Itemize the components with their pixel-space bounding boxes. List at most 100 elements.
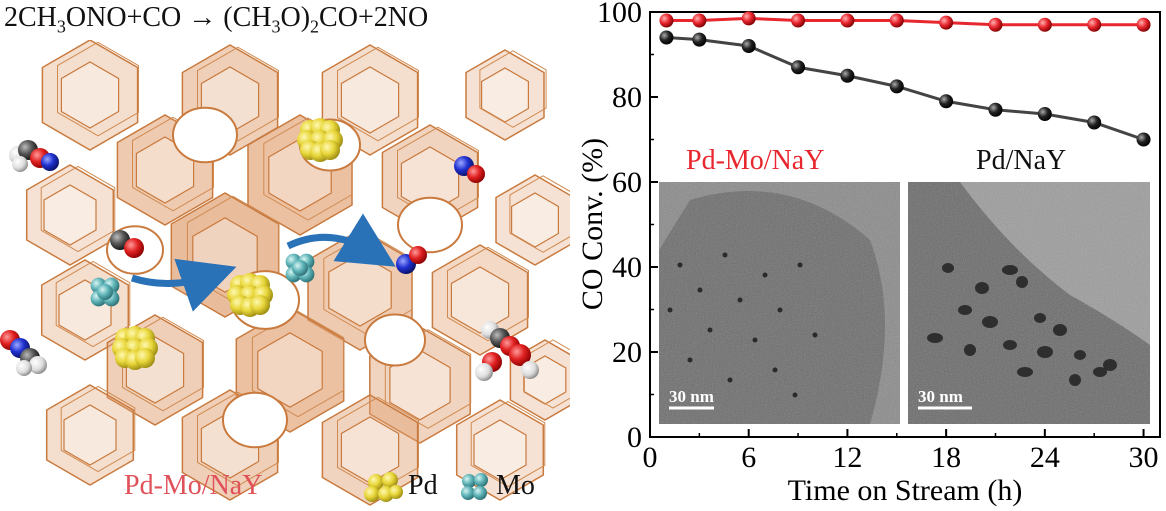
tem-particle	[1103, 359, 1117, 371]
pore	[364, 313, 426, 367]
pd-cluster	[112, 326, 158, 370]
pd-cluster-icon	[364, 472, 403, 502]
series-pd-mo-nay	[659, 11, 1151, 32]
methyl-nitrite-molecule	[0, 330, 47, 376]
diffusion-arrow-left	[130, 258, 237, 312]
reaction-text: ONO+CO	[65, 2, 182, 33]
pd-cluster	[227, 273, 273, 317]
data-point	[889, 13, 904, 28]
co-molecule	[110, 230, 144, 258]
tem-particle	[1053, 324, 1067, 336]
data-series	[659, 11, 1151, 147]
mo-cluster-icon	[461, 473, 488, 500]
reaction-equation: 2CH3ONO+CO → (CH3O)2CO+2NO	[4, 2, 428, 38]
tem-particle	[677, 262, 683, 268]
reaction-subscript: 3	[56, 16, 66, 37]
tem-particle	[687, 357, 693, 363]
tem-particle	[697, 287, 703, 293]
data-point	[988, 17, 1003, 32]
scale-bar-label: 30 nm	[918, 387, 963, 406]
schematic-panel: 2CH3ONO+CO → (CH3O)2CO+2NO	[0, 0, 570, 511]
data-point	[659, 30, 674, 45]
cage	[41, 40, 139, 151]
cage	[465, 49, 547, 141]
tem-particle	[1002, 265, 1018, 275]
data-point	[1087, 115, 1102, 130]
tem-particle	[958, 305, 972, 315]
data-point	[692, 32, 707, 47]
mo-cluster	[285, 253, 315, 283]
pore	[172, 106, 238, 164]
tem-particle	[1074, 350, 1086, 360]
no-molecule	[396, 246, 427, 274]
data-point	[939, 94, 954, 109]
data-point	[939, 15, 954, 30]
cage	[495, 174, 570, 266]
data-point	[1037, 17, 1052, 32]
diffusion-arrow-right	[286, 213, 396, 267]
reaction-subscript: 2	[310, 16, 320, 37]
data-point	[1087, 17, 1102, 32]
legend-pd-label: Pd	[408, 470, 438, 501]
tem-particle	[762, 272, 768, 278]
x-tick-label: 12	[832, 441, 862, 474]
data-point	[988, 102, 1003, 117]
pd-cluster	[297, 118, 343, 162]
reaction-subscript: 3	[271, 16, 281, 37]
zeolite-framework-illustration	[0, 40, 570, 506]
tem-inset-pd-mo: 30 nm	[659, 182, 900, 424]
scale-bar-label: 30 nm	[669, 387, 714, 406]
cage	[45, 384, 136, 486]
tem-particle	[797, 262, 803, 268]
legend-mo-label: Mo	[496, 470, 535, 501]
data-point	[741, 39, 756, 53]
y-axis-label: CO Conv. (%)	[576, 138, 609, 310]
tem-particle	[727, 377, 733, 383]
y-tick-label: 60	[612, 166, 642, 199]
tem-particle	[737, 297, 743, 303]
tem-particle	[772, 367, 778, 373]
x-tick-label: 18	[931, 441, 961, 474]
data-point	[791, 13, 806, 28]
data-point	[692, 13, 707, 28]
data-point	[889, 79, 904, 94]
series-pd-nay	[659, 30, 1151, 147]
y-tick-label: 0	[627, 421, 642, 454]
x-tick-label: 6	[741, 441, 756, 474]
tem-particle	[927, 333, 943, 343]
reaction-arrow: →	[188, 2, 217, 33]
data-point	[1136, 132, 1151, 147]
mo-cluster	[90, 277, 120, 307]
tem-particle	[1037, 346, 1053, 358]
x-tick-label: 0	[643, 441, 658, 474]
y-axis: 0 20 40 60 80 100	[597, 0, 658, 454]
data-point	[791, 60, 806, 75]
tem-particle	[1016, 276, 1028, 288]
tem-particle	[792, 392, 798, 398]
x-axis-label: Time on Stream (h)	[788, 474, 1023, 507]
data-point	[1136, 17, 1151, 32]
data-point	[741, 11, 756, 26]
pore	[222, 391, 288, 449]
tem-particle	[722, 252, 728, 258]
data-point	[1037, 107, 1052, 121]
dmc-molecule	[475, 321, 539, 381]
x-tick-label: 30	[1129, 441, 1159, 474]
tem-particle	[1003, 340, 1017, 350]
tem-particle	[942, 263, 954, 273]
y-tick-label: 100	[597, 0, 642, 29]
y-tick-label: 80	[612, 81, 642, 114]
data-point	[659, 13, 674, 28]
tem-particle	[1069, 374, 1081, 386]
methyl-nitrite-molecule	[9, 140, 59, 172]
conversion-chart: 30 nm 30 nm Pd-Mo/NaY Pd/NaY 0 6 12 18 24 30 …	[576, 0, 1161, 507]
tem-particle	[777, 307, 783, 313]
tem-particle	[1017, 367, 1033, 377]
no-molecule	[454, 156, 485, 183]
data-point	[840, 68, 855, 83]
cage	[25, 164, 116, 266]
inset-label-pd: Pd/NaY	[976, 145, 1066, 176]
cage	[431, 244, 529, 356]
schematic-caption: Pd-Mo/NaY	[124, 470, 263, 501]
reaction-text: CO+2NO	[319, 2, 429, 33]
